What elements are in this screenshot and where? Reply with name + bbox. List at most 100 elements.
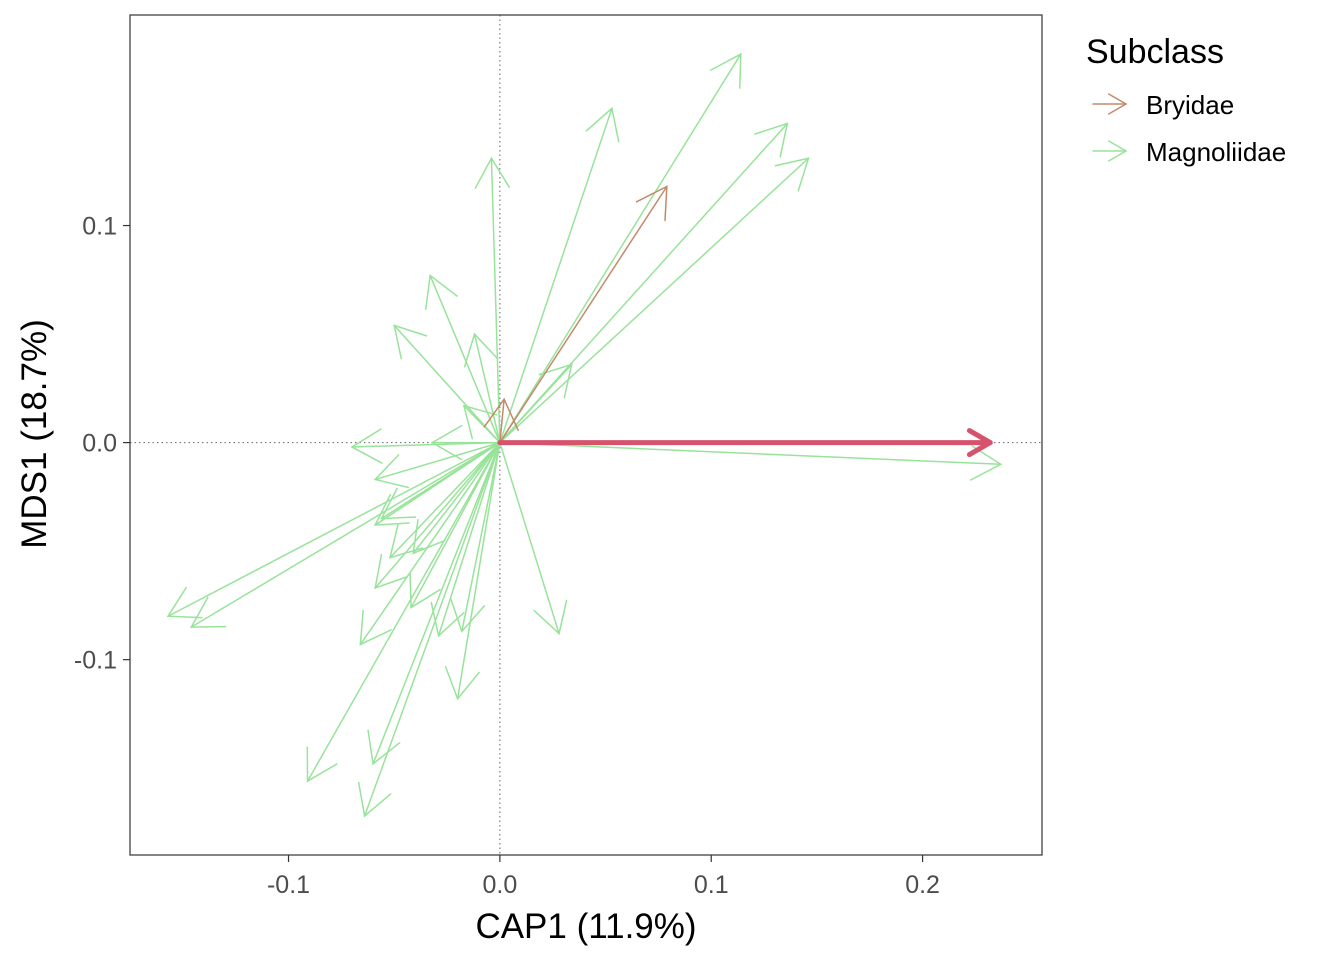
magnoliidae-arrow-1-head: [585, 106, 620, 143]
plot-panel: [130, 15, 1042, 855]
magnoliidae-arrow-3-head: [774, 157, 810, 192]
magnoliidae-arrow-24-shaft: [461, 441, 501, 633]
magnoliidae-arrow-4-head: [474, 156, 511, 189]
magnoliidae-arrow-27-head: [306, 746, 338, 783]
magnoliidae-arrow-2-head: [754, 122, 789, 158]
magnoliidae-arrow-25-head: [533, 599, 568, 636]
magnoliidae-arrow-27-shaft: [306, 441, 501, 782]
magnoliidae-arrow-23-head: [430, 601, 465, 638]
bryidae-arrow-1: [483, 397, 519, 444]
magnoliidae-arrow-15-shaft: [374, 441, 501, 526]
magnoliidae-arrow-8-head: [538, 363, 573, 399]
fitted-vector-arrow-0: [497, 428, 993, 458]
magnoliidae-arrow-29: [357, 441, 501, 818]
legend-label-bryidae: Bryidae: [1146, 90, 1234, 120]
magnoliidae-arrow-28: [367, 441, 501, 766]
magnoliidae-arrow-12-shaft: [499, 441, 1002, 466]
magnoliidae-arrow-11-head: [430, 424, 463, 461]
legend-title: Subclass: [1086, 33, 1224, 71]
x-tick-label-2: 0.1: [694, 871, 729, 899]
magnoliidae-arrow-21-head: [190, 596, 227, 628]
magnoliidae-arrow-10-head: [350, 428, 383, 464]
magnoliidae-arrow-5-head: [425, 274, 458, 310]
magnoliidae-arrow-7-shaft: [473, 333, 501, 444]
magnoliidae-arrow-20: [166, 441, 501, 619]
magnoliidae-arrow-6-head: [393, 324, 428, 360]
bryidae-arrow-1-head: [483, 397, 519, 431]
magnoliidae-arrow-21-shaft: [190, 441, 501, 628]
y-tick-label-0: -0.1: [74, 647, 117, 675]
magnoliidae-arrow-29-shaft: [363, 441, 501, 817]
y-tick-label-1: 0.0: [82, 430, 117, 458]
magnoliidae-arrow-15: [373, 441, 501, 526]
magnoliidae-arrow-7-head: [463, 332, 499, 368]
legend: Subclass Bryidae Magnoliidae: [1086, 33, 1286, 167]
magnoliidae-arrow-17-shaft: [412, 441, 501, 555]
magnoliidae-arrow-3-shaft: [499, 157, 810, 444]
magnoliidae-arrow-9: [462, 404, 501, 444]
magnoliidae-arrow-24-head: [450, 598, 486, 633]
legend-label-magnoliidae: Magnoliidae: [1146, 137, 1286, 167]
magnoliidae-arrow-1: [499, 106, 620, 444]
magnoliidae-arrow-12: [499, 441, 1003, 481]
magnoliidae-arrow-6: [393, 324, 501, 444]
magnoliidae-arrow-18-head: [374, 553, 408, 590]
plot-border: [129, 14, 1043, 856]
magnoliidae-arrow-27: [306, 441, 501, 783]
magnoliidae-arrow-4: [474, 156, 511, 444]
magnoliidae-arrow-13-head: [373, 454, 409, 489]
magnoliidae-arrow-26-head: [444, 666, 480, 701]
magnoliidae-arrow-22: [359, 441, 501, 646]
y-tick-label-2: 0.1: [82, 213, 117, 241]
magnoliidae-arrow-13: [373, 441, 501, 489]
magnoliidae-arrow-16-shaft: [389, 441, 501, 559]
legend-entry-magnoliidae: Magnoliidae: [1092, 137, 1286, 167]
magnoliidae-arrow-3: [499, 157, 810, 444]
x-tick-label-1: 0.0: [482, 871, 517, 899]
magnoliidae-arrow-8: [499, 363, 573, 444]
magnoliidae-arrow-22-head: [359, 609, 392, 646]
magnoliidae-arrow-23-shaft: [437, 441, 501, 637]
bryidae-arrow-0-shaft: [499, 185, 668, 444]
legend-key-magnoliidae: [1092, 140, 1128, 162]
magnoliidae-arrow-26-shaft: [456, 441, 501, 700]
bryidae-arrow-1-shaft: [499, 398, 505, 444]
magnoliidae-arrow-16-head: [388, 523, 424, 559]
magnoliidae-arrow-0: [499, 52, 742, 444]
legend-entries: Bryidae Magnoliidae: [1092, 90, 1286, 167]
x-tick-label-3: 0.2: [905, 871, 940, 899]
magnoliidae-arrow-8-shaft: [499, 363, 573, 444]
legend-key-magnoliidae-head: [1107, 140, 1128, 162]
magnoliidae-arrow-22-shaft: [359, 441, 501, 646]
fitted-vector-arrow-0-head: [966, 428, 993, 458]
legend-key-bryidae: [1092, 93, 1128, 115]
bryidae-arrow-0: [499, 185, 668, 444]
magnoliidae-arrow-17: [412, 441, 501, 555]
magnoliidae-arrow-18: [374, 441, 501, 590]
magnoliidae-arrow-18-shaft: [374, 441, 501, 589]
magnoliidae-arrow-17-head: [412, 518, 446, 555]
magnoliidae-arrow-29-head: [357, 781, 392, 818]
magnoliidae-arrow-26: [444, 441, 501, 701]
magnoliidae-arrow-0-head: [710, 52, 742, 89]
y-axis-title: MDS1 (18.7%): [15, 319, 54, 549]
plot-background: [130, 15, 1042, 855]
magnoliidae-arrow-20-shaft: [167, 441, 501, 617]
magnoliidae-arrow-19-head: [409, 572, 441, 609]
magnoliidae-arrow-9-head: [462, 404, 498, 440]
x-tick-label-0: -0.1: [267, 871, 310, 899]
magnoliidae-arrow-5-shaft: [429, 274, 501, 444]
magnoliidae-arrow-12-head: [969, 445, 1003, 481]
legend-entry-bryidae: Bryidae: [1092, 90, 1234, 120]
magnoliidae-arrow-13-shaft: [374, 441, 501, 481]
x-axis-title: CAP1 (11.9%): [475, 907, 696, 946]
magnoliidae-arrow-21: [190, 441, 501, 628]
magnoliidae-arrow-4-shaft: [490, 157, 501, 444]
magnoliidae-arrow-7: [463, 332, 501, 444]
magnoliidae-arrow-24: [450, 441, 501, 633]
magnoliidae-arrow-20-head: [166, 586, 203, 619]
magnoliidae-arrow-9-shaft: [463, 404, 501, 444]
magnoliidae-arrow-5: [425, 274, 501, 444]
magnoliidae-arrow-23: [430, 441, 501, 638]
magnoliidae-arrow-6-shaft: [393, 324, 501, 444]
